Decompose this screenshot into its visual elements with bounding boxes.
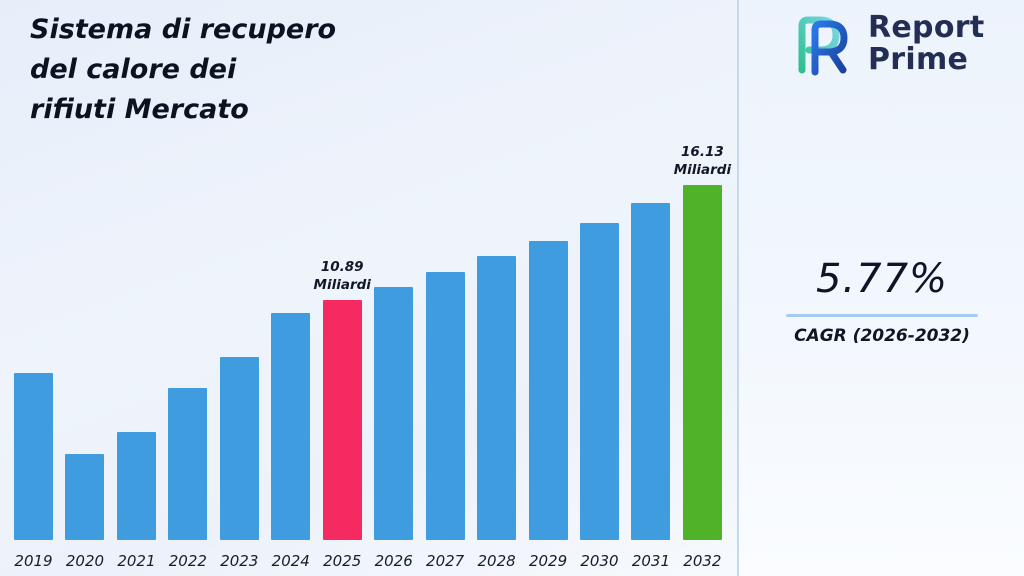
year-label-2032: 2032 xyxy=(683,552,722,570)
year-label-2028: 2028 xyxy=(477,552,516,570)
page-title: Sistema di recupero del calore dei rifiu… xyxy=(30,10,336,130)
bar-2019 xyxy=(14,373,53,540)
bar-2024 xyxy=(271,313,311,540)
year-label-2031: 2031 xyxy=(631,552,671,570)
annotation-value-2025: 10.89 xyxy=(320,258,364,275)
right-panel-background xyxy=(739,0,1024,576)
bar-2031 xyxy=(631,203,671,540)
bar-group-2022: 2022 xyxy=(168,124,208,570)
year-label-2026: 2026 xyxy=(374,552,413,570)
annotation-value-2032: 16.13 xyxy=(681,143,724,160)
bar-group-2024: 2024 xyxy=(271,124,311,570)
bar-2030 xyxy=(579,223,619,540)
bar-group-2026: 2026 xyxy=(374,124,414,570)
bar-2023 xyxy=(219,357,259,540)
page-title-line-3: rifiuti Mercato xyxy=(30,93,249,125)
bar-annotation-2025: 10.89 Miliardi xyxy=(314,258,371,294)
bar-group-2019: 2019 xyxy=(14,124,53,570)
bar-2028 xyxy=(477,256,517,540)
brand-name-line-2: Prime xyxy=(868,42,969,77)
year-label-2024: 2024 xyxy=(271,552,310,570)
page-title-line-2: del calore dei xyxy=(30,53,237,85)
cagr-underline xyxy=(786,314,978,317)
year-label-2025: 2025 xyxy=(323,552,362,570)
bar-group-2032: 16.13 Miliardi 2032 xyxy=(674,124,731,570)
bar-chart: 2019 2020 2021 2022 2023 2024 10.89 Miliardi 202… xyxy=(14,124,731,570)
bar-group-2020: 2020 xyxy=(65,124,105,570)
bar-group-2025: 10.89 Miliardi 2025 xyxy=(314,124,371,570)
bar-group-2031: 2031 xyxy=(631,124,671,570)
bar-group-2027: 2027 xyxy=(425,124,465,570)
bar-group-2030: 2030 xyxy=(579,124,619,570)
cagr-value: 5.77% xyxy=(815,256,949,302)
bar-group-2021: 2021 xyxy=(116,124,156,570)
year-label-2027: 2027 xyxy=(426,552,465,570)
year-label-2022: 2022 xyxy=(168,552,207,570)
page-title-line-1: Sistema di recupero xyxy=(30,14,337,45)
bar-group-2023: 2023 xyxy=(219,124,259,570)
bar-2020 xyxy=(65,454,105,540)
annotation-unit-2032: Miliardi xyxy=(673,161,732,178)
bar-annotation-2032: 16.13 Miliardi xyxy=(674,143,731,179)
bar-2029 xyxy=(528,241,568,540)
year-label-2030: 2030 xyxy=(580,552,619,570)
bar-group-2029: 2029 xyxy=(528,124,568,570)
year-label-2019: 2019 xyxy=(14,552,53,570)
cagr-block: 5.77% CAGR (2026-2032) xyxy=(768,256,996,346)
vertical-divider xyxy=(737,0,739,576)
bar-2026 xyxy=(374,287,414,540)
bar-2025 xyxy=(322,300,362,540)
year-label-2023: 2023 xyxy=(220,552,259,570)
bar-2032 xyxy=(682,185,722,540)
year-label-2020: 2020 xyxy=(65,552,105,570)
bar-2021 xyxy=(116,432,156,540)
bar-2027 xyxy=(425,272,465,540)
year-label-2029: 2029 xyxy=(528,552,568,570)
brand-block: Report Prime xyxy=(782,8,984,80)
year-label-2021: 2021 xyxy=(117,552,156,570)
bar-group-2028: 2028 xyxy=(477,124,517,570)
brand-name-line-1: Report xyxy=(868,9,985,45)
brand-name: Report Prime xyxy=(868,9,985,77)
cagr-label: CAGR (2026-2032) xyxy=(794,326,970,346)
report-prime-logo-icon xyxy=(798,16,848,76)
annotation-unit-2025: Miliardi xyxy=(313,276,371,293)
bar-2022 xyxy=(168,388,208,540)
